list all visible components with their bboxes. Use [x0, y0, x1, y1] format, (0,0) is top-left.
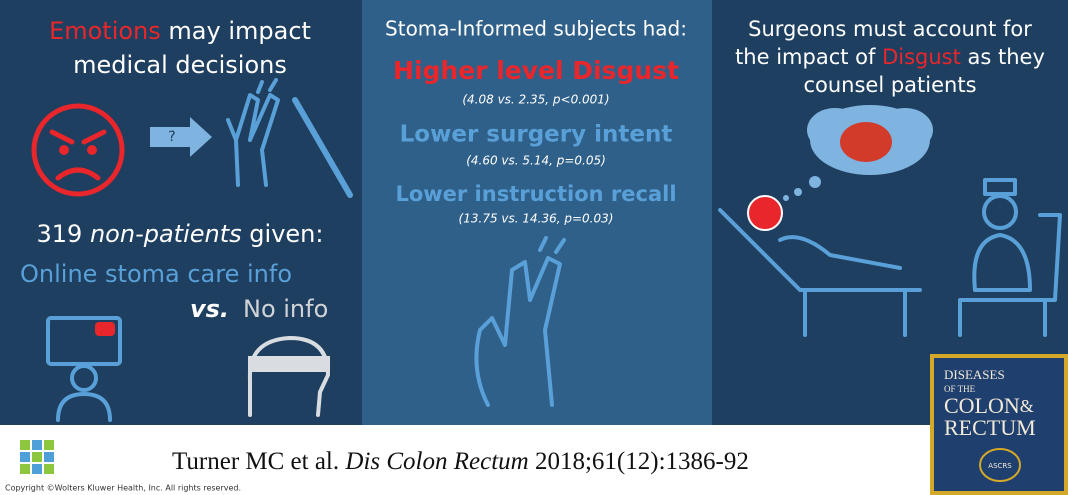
group-a: Online stoma care info: [20, 260, 292, 288]
journal: Dis Colon Rectum: [344, 448, 528, 475]
arrow-label: ?: [168, 129, 175, 145]
group-b: No info: [243, 295, 328, 323]
logo-line: DISEASES: [944, 367, 1005, 382]
finding-label: Higher level Disgust: [393, 56, 679, 85]
versus: vs.: [190, 295, 229, 323]
logo-line: RECTUM: [944, 415, 1036, 440]
logo-ampersand: &: [1020, 396, 1034, 416]
highlight: Emotions: [49, 17, 161, 45]
finding-label: Lower surgery intent: [400, 122, 673, 148]
stoma-thumbnail: [95, 322, 115, 336]
left-heading-line2: medical decisions: [73, 51, 287, 79]
left-heading: Emotions may impact: [49, 17, 311, 45]
kind: non-patients: [90, 220, 242, 248]
given: given:: [249, 220, 323, 248]
text: as they: [968, 45, 1045, 69]
highlight: Disgust: [882, 45, 961, 69]
right-line3: counsel patients: [803, 73, 976, 97]
subjects-text: 319 non-patients given:: [37, 220, 324, 248]
finding-stats: (4.08 vs. 2.35, p<0.001): [462, 93, 609, 107]
seal-text: ASCRS: [988, 462, 1012, 470]
count: 319: [37, 220, 83, 248]
infographic: Emotions may impact medical decisions ? …: [0, 0, 1068, 495]
middle-title: Stoma-Informed subjects had:: [385, 17, 687, 41]
finding-stats: (4.60 vs. 5.14, p=0.05): [466, 154, 606, 168]
reference: 2018;61(12):1386-92: [535, 448, 749, 475]
authors: Turner MC et al.: [172, 448, 339, 475]
right-line1: Surgeons must account for: [748, 17, 1032, 41]
publisher-logo: [20, 440, 54, 474]
text: the impact of: [735, 45, 876, 69]
finding-label: Lower instruction recall: [395, 182, 676, 206]
finding-stats: (13.75 vs. 14.36, p=0.03): [459, 212, 614, 226]
citation: Turner MC et al. Dis Colon Rectum 2018;6…: [172, 448, 749, 475]
heading-text: may impact: [168, 17, 311, 45]
right-line2: the impact of Disgust as they: [735, 45, 1045, 69]
copyright: Copyright ©Wolters Kluwer Health, Inc. A…: [5, 484, 241, 493]
